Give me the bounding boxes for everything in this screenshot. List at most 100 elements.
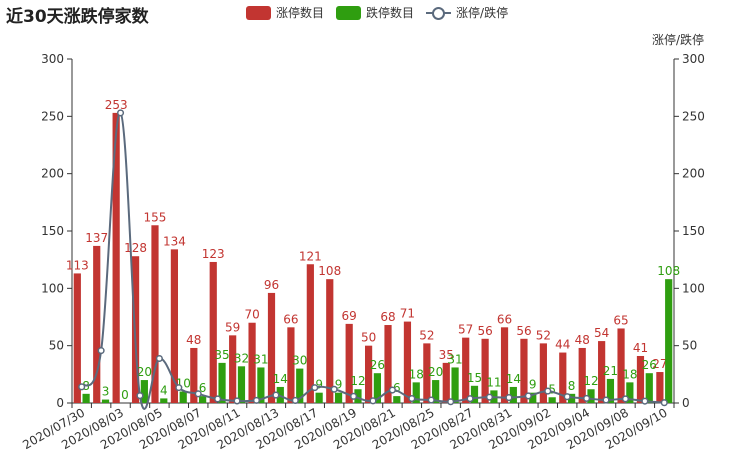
legend: 涨停数目 跌停数目 涨停/跌停 (246, 4, 520, 21)
bar-down-label: 8 (568, 379, 576, 393)
legend-line-icon (426, 6, 452, 20)
bar-down-label: 18 (409, 367, 424, 381)
bar-up-label: 50 (361, 331, 376, 345)
bar-down-label: 31 (253, 352, 268, 366)
bar-down (393, 396, 401, 403)
y-tick-label-right: 150 (682, 224, 705, 238)
bar-down-label: 18 (622, 367, 637, 381)
y-tick-label-right: 200 (682, 167, 705, 181)
bar-down (665, 279, 673, 403)
ratio-point (660, 399, 668, 407)
bar-down-label: 26 (370, 358, 385, 372)
bar-down (412, 382, 420, 403)
bar-up (267, 292, 276, 403)
bar-up-label: 123 (202, 247, 225, 261)
bar-up (481, 338, 489, 403)
bar-down-label: 12 (583, 374, 598, 388)
bar-down (218, 362, 226, 403)
bar-down-label: 15 (467, 371, 482, 385)
bar-down-label: 32 (234, 351, 249, 365)
ratio-point (524, 392, 532, 400)
bar-down (199, 396, 207, 403)
bar-up (248, 322, 256, 403)
bar-up (636, 355, 645, 403)
chart-title: 近30天涨跌停家数 (6, 7, 149, 27)
bar-up-label: 56 (516, 324, 531, 338)
bar-down (587, 389, 595, 403)
bar-up (617, 328, 625, 403)
bar-down-label: 5 (548, 382, 556, 396)
bar-down (315, 392, 323, 403)
bar-up (539, 343, 547, 403)
bar-down-label: 4 (160, 383, 168, 397)
bar-up-label: 59 (225, 320, 240, 334)
bar-up (442, 362, 450, 403)
bar-down-label: 9 (315, 378, 323, 392)
ratio-point (447, 398, 455, 406)
ratio-point (466, 395, 474, 403)
bar-down (257, 367, 265, 403)
bar-up-label: 253 (105, 98, 128, 112)
bar-up (229, 335, 237, 403)
bar-up-label: 41 (633, 341, 648, 355)
bar-up-label: 137 (85, 231, 108, 245)
bar-down (334, 392, 343, 403)
bar-down-label: 14 (506, 372, 521, 386)
bar-up (306, 264, 314, 403)
bar-up-label: 27 (652, 357, 667, 371)
bar-up-label: 54 (594, 326, 609, 340)
bar-down (432, 380, 440, 403)
y-tick-label-right: 250 (682, 109, 705, 123)
bar-up (209, 261, 217, 403)
ratio-point (369, 397, 377, 405)
bar-up (598, 341, 606, 403)
ratio-point (330, 385, 338, 393)
bar-up-label: 155 (144, 210, 167, 224)
bar-down (470, 385, 479, 403)
y-tick-label-left: 150 (41, 224, 64, 238)
bar-up-label: 71 (400, 307, 415, 321)
bar-up (151, 225, 159, 403)
bar-up (190, 347, 198, 403)
bar-down-label: 108 (657, 264, 680, 278)
bar-down (567, 393, 576, 403)
bar-up-label: 69 (342, 309, 357, 323)
legend-item-up[interactable]: 涨停数目 (246, 4, 324, 21)
bar-down (606, 378, 615, 403)
bar-up-label: 52 (419, 328, 434, 342)
bar-up-label: 48 (575, 333, 590, 347)
ratio-point (621, 395, 630, 403)
legend-item-down[interactable]: 跌停数目 (336, 4, 414, 21)
bar-up (578, 347, 586, 403)
legend-swatch-up (246, 5, 271, 20)
bar-down-label: 12 (350, 374, 365, 388)
bar-up (365, 345, 373, 403)
ratio-point (544, 387, 552, 395)
ratio-point (291, 396, 299, 405)
bar-up-label: 134 (163, 234, 186, 248)
bar-down-label: 21 (603, 364, 618, 378)
bar-up-label: 68 (380, 310, 395, 324)
ratio-point (485, 393, 494, 401)
bar-down-label: 6 (393, 381, 401, 395)
y-tick-label-right: 300 (682, 52, 705, 66)
y-tick-label-left: 100 (41, 281, 64, 295)
ratio-point (563, 393, 571, 401)
bar-down-label: 31 (447, 352, 462, 366)
bar-up-label: 48 (186, 333, 201, 347)
bar-down (354, 389, 362, 403)
bar-up-label: 57 (458, 323, 473, 337)
bar-down (509, 386, 517, 403)
bar-down-label: 14 (273, 372, 288, 386)
bar-down-label: 30 (292, 354, 307, 368)
bar-up (345, 323, 353, 403)
ratio-point (427, 396, 435, 404)
ratio-point (116, 109, 125, 117)
legend-item-ratio[interactable]: 涨停/跌停 (426, 4, 508, 21)
bar-down-label: 20 (428, 365, 443, 379)
right-axis-name: 涨停/跌停 (651, 33, 704, 47)
bar-down-label: 6 (199, 381, 207, 395)
bar-up (500, 327, 509, 403)
